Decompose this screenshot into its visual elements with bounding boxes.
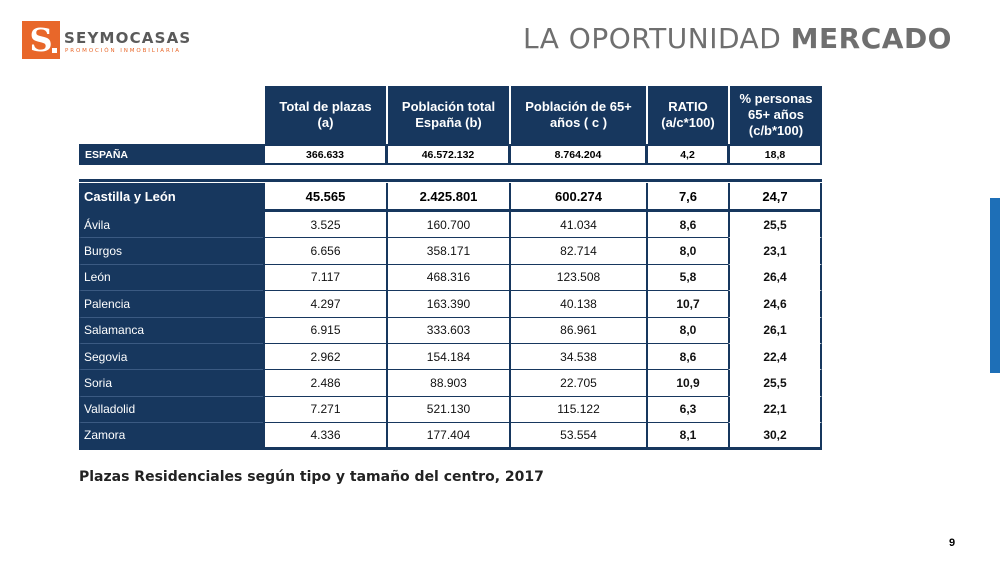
cell-value: 88.903 — [386, 370, 509, 397]
cell-value: 2.425.801 — [386, 183, 509, 212]
cell-value: 8,1 — [646, 423, 728, 450]
cell-value: 6.915 — [263, 317, 386, 344]
cell-value: 30,2 — [728, 423, 822, 450]
table-row-espana: ESPAÑA 366.633 46.572.132 8.764.204 4,2 … — [79, 144, 822, 165]
cell-value: 333.603 — [386, 317, 509, 344]
cell-value: 6.656 — [263, 238, 386, 265]
cell-value: 8,0 — [646, 238, 728, 265]
title-bold: MERCADO — [790, 22, 952, 55]
row-label: Palencia — [79, 291, 263, 318]
cell-value: 7.117 — [263, 264, 386, 292]
row-label: Salamanca — [79, 317, 263, 344]
col-header-poblacion-total: Población total España (b) — [386, 86, 509, 144]
cell-value: 2.962 — [263, 343, 386, 371]
table-row-region: Castilla y León 45.565 2.425.801 600.274… — [79, 183, 822, 212]
logo-name: SEYMOCASAS — [64, 29, 192, 47]
page-number: 9 — [949, 537, 956, 549]
row-label: Valladolid — [79, 396, 263, 424]
cell-value: 40.138 — [509, 291, 646, 318]
cell-value: 41.034 — [509, 212, 646, 239]
title-light: LA OPORTUNIDAD — [523, 22, 782, 55]
header-blank — [79, 86, 263, 144]
cell-value: 25,5 — [728, 370, 822, 397]
province-rows: Ávila 3.525 160.700 41.034 8,6 25,5 Burgos 6.65… — [79, 212, 822, 450]
cell-value: 24,7 — [728, 183, 822, 212]
table-row: Segovia 2.962 154.184 34.538 8,6 22,4 — [79, 343, 822, 371]
right-accent-bar — [990, 198, 1000, 373]
cell-value: 8,6 — [646, 343, 728, 371]
cell-value: 8,0 — [646, 317, 728, 344]
cell-value: 8.764.204 — [509, 144, 646, 165]
cell-value: 10,7 — [646, 291, 728, 318]
cell-value: 163.390 — [386, 291, 509, 318]
table-row: Salamanca 6.915 333.603 86.961 8,0 26,1 — [79, 317, 822, 344]
cell-value: 600.274 — [509, 183, 646, 212]
cell-value: 366.633 — [263, 144, 386, 165]
cell-value: 7.271 — [263, 396, 386, 424]
cell-value: 82.714 — [509, 238, 646, 265]
table-header-row: Total de plazas (a) Población total Espa… — [79, 86, 822, 144]
cell-value: 358.171 — [386, 238, 509, 265]
cell-value: 177.404 — [386, 423, 509, 450]
cell-value: 22.705 — [509, 370, 646, 397]
table-row: Valladolid 7.271 521.130 115.122 6,3 22,1 — [79, 396, 822, 424]
cell-value: 22,4 — [728, 343, 822, 371]
logo-tagline: PROMOCIÓN INMOBILIARIA — [65, 48, 181, 54]
cell-value: 24,6 — [728, 291, 822, 318]
slide-title: LA OPORTUNIDAD MERCADO — [523, 22, 952, 55]
row-label: Soria — [79, 370, 263, 397]
cell-value: 45.565 — [263, 183, 386, 212]
col-header-ratio: RATIO (a/c*100) — [646, 86, 728, 144]
cell-value: 23,1 — [728, 238, 822, 265]
row-label: Ávila — [79, 212, 263, 239]
cell-value: 115.122 — [509, 396, 646, 424]
row-label: Zamora — [79, 423, 263, 450]
table-row: Soria 2.486 88.903 22.705 10,9 25,5 — [79, 370, 822, 397]
cell-value: 53.554 — [509, 423, 646, 450]
cell-value: 10,9 — [646, 370, 728, 397]
logo-mark: S — [22, 21, 60, 59]
cell-value: 46.572.132 — [386, 144, 509, 165]
cell-value: 34.538 — [509, 343, 646, 371]
cell-value: 3.525 — [263, 212, 386, 239]
cell-value: 5,8 — [646, 264, 728, 292]
table-row: Burgos 6.656 358.171 82.714 8,0 23,1 — [79, 238, 822, 265]
cell-value: 7,6 — [646, 183, 728, 212]
cell-value: 2.486 — [263, 370, 386, 397]
cell-value: 26,4 — [728, 264, 822, 292]
row-label: ESPAÑA — [79, 144, 263, 165]
cell-value: 18,8 — [728, 144, 822, 165]
table-row: Ávila 3.525 160.700 41.034 8,6 25,5 — [79, 212, 822, 239]
col-header-total-plazas: Total de plazas (a) — [263, 86, 386, 144]
table-row: Zamora 4.336 177.404 53.554 8,1 30,2 — [79, 423, 822, 450]
cell-value: 468.316 — [386, 264, 509, 292]
cell-value: 22,1 — [728, 396, 822, 424]
cell-value: 4.336 — [263, 423, 386, 450]
table-caption: Plazas Residenciales según tipo y tamaño… — [79, 469, 544, 485]
cell-value: 521.130 — [386, 396, 509, 424]
table-gap-line — [79, 179, 822, 183]
cell-value: 4,2 — [646, 144, 728, 165]
row-label: Burgos — [79, 238, 263, 265]
table-row: León 7.117 468.316 123.508 5,8 26,4 — [79, 264, 822, 292]
cell-value: 160.700 — [386, 212, 509, 239]
row-label: Segovia — [79, 343, 263, 371]
cell-value: 8,6 — [646, 212, 728, 239]
cell-value: 4.297 — [263, 291, 386, 318]
cell-value: 154.184 — [386, 343, 509, 371]
cell-value: 6,3 — [646, 396, 728, 424]
col-header-poblacion-65: Población de 65+ años ( c ) — [509, 86, 646, 144]
cell-value: 25,5 — [728, 212, 822, 239]
row-label: León — [79, 264, 263, 292]
cell-value: 123.508 — [509, 264, 646, 292]
cell-value: 86.961 — [509, 317, 646, 344]
company-logo: S SEYMOCASAS PROMOCIÓN INMOBILIARIA — [22, 21, 202, 61]
data-table: Total de plazas (a) Población total Espa… — [79, 86, 822, 450]
cell-value: 26,1 — [728, 317, 822, 344]
table-row: Palencia 4.297 163.390 40.138 10,7 24,6 — [79, 291, 822, 318]
row-label: Castilla y León — [79, 183, 263, 212]
table-gap — [79, 165, 822, 179]
col-header-pct-65: % personas 65+ años (c/b*100) — [728, 86, 822, 144]
